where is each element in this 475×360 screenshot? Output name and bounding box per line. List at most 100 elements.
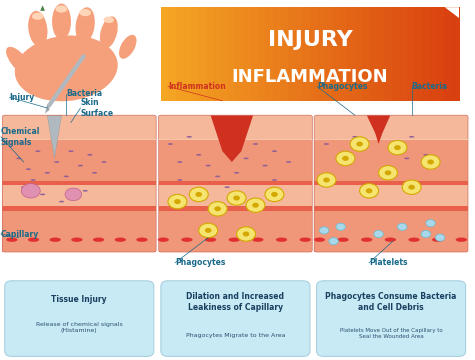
- Circle shape: [366, 188, 372, 193]
- Circle shape: [388, 140, 407, 155]
- Bar: [355, 7, 363, 101]
- Text: Phagocytes Consume Bacteria
and Cell Debris: Phagocytes Consume Bacteria and Cell Deb…: [325, 292, 457, 312]
- Ellipse shape: [456, 238, 467, 242]
- Ellipse shape: [52, 4, 71, 40]
- Circle shape: [360, 184, 379, 198]
- Polygon shape: [367, 115, 390, 144]
- Circle shape: [356, 141, 363, 147]
- Ellipse shape: [215, 176, 220, 177]
- Bar: [407, 7, 415, 101]
- Ellipse shape: [234, 172, 239, 174]
- Bar: [2, 211, 156, 252]
- FancyBboxPatch shape: [314, 115, 468, 140]
- FancyBboxPatch shape: [5, 281, 154, 356]
- Ellipse shape: [181, 238, 192, 242]
- Bar: [161, 7, 169, 101]
- Bar: [314, 211, 468, 252]
- Bar: [422, 7, 430, 101]
- Circle shape: [421, 155, 440, 169]
- Text: Phagocytes: Phagocytes: [175, 258, 226, 267]
- Ellipse shape: [87, 154, 93, 156]
- Ellipse shape: [114, 238, 126, 242]
- Ellipse shape: [196, 154, 201, 156]
- Ellipse shape: [76, 7, 95, 43]
- Ellipse shape: [26, 168, 31, 170]
- Ellipse shape: [92, 172, 97, 174]
- Ellipse shape: [272, 179, 277, 181]
- Circle shape: [426, 220, 435, 227]
- Ellipse shape: [102, 161, 107, 163]
- Ellipse shape: [78, 165, 83, 166]
- Circle shape: [379, 166, 398, 180]
- Ellipse shape: [177, 179, 182, 181]
- Text: Skin
Surface: Skin Surface: [80, 98, 114, 118]
- Bar: [190, 7, 199, 101]
- Ellipse shape: [49, 238, 61, 242]
- Circle shape: [243, 231, 249, 237]
- Bar: [317, 7, 326, 101]
- Circle shape: [205, 228, 211, 233]
- Ellipse shape: [409, 136, 414, 138]
- Text: Chemical
Signals: Chemical Signals: [1, 127, 40, 147]
- Circle shape: [374, 230, 383, 238]
- Bar: [377, 7, 385, 101]
- Polygon shape: [40, 5, 45, 11]
- Circle shape: [323, 177, 330, 183]
- Ellipse shape: [423, 154, 428, 156]
- Ellipse shape: [168, 143, 173, 145]
- Circle shape: [394, 145, 401, 150]
- Bar: [452, 7, 460, 101]
- Ellipse shape: [83, 190, 88, 192]
- Circle shape: [199, 223, 218, 238]
- Bar: [213, 7, 221, 101]
- Ellipse shape: [272, 150, 277, 152]
- Bar: [265, 7, 274, 101]
- Text: Bacteria: Bacteria: [412, 82, 448, 91]
- Ellipse shape: [15, 36, 118, 101]
- Bar: [228, 7, 237, 101]
- Ellipse shape: [337, 238, 349, 242]
- Circle shape: [319, 227, 329, 234]
- Ellipse shape: [243, 158, 249, 159]
- Bar: [340, 7, 348, 101]
- Bar: [176, 7, 184, 101]
- Text: Tissue Injury: Tissue Injury: [51, 295, 107, 304]
- Bar: [198, 7, 207, 101]
- Ellipse shape: [390, 147, 395, 148]
- Bar: [273, 7, 281, 101]
- Ellipse shape: [252, 238, 264, 242]
- Circle shape: [342, 156, 349, 161]
- Ellipse shape: [65, 188, 82, 201]
- Bar: [325, 7, 333, 101]
- Ellipse shape: [32, 13, 44, 20]
- FancyBboxPatch shape: [2, 115, 156, 140]
- Bar: [399, 7, 408, 101]
- Polygon shape: [45, 104, 50, 113]
- Circle shape: [227, 191, 246, 205]
- FancyBboxPatch shape: [316, 281, 466, 356]
- Circle shape: [435, 234, 445, 241]
- Polygon shape: [48, 115, 62, 158]
- Text: Dilation and Increased
Leakiness of Capillary: Dilation and Increased Leakiness of Capi…: [186, 292, 285, 312]
- Polygon shape: [210, 115, 253, 162]
- Circle shape: [246, 198, 265, 212]
- Ellipse shape: [385, 238, 396, 242]
- Bar: [392, 7, 400, 101]
- Ellipse shape: [361, 238, 372, 242]
- Ellipse shape: [276, 238, 287, 242]
- Ellipse shape: [30, 179, 36, 181]
- Bar: [168, 7, 177, 101]
- Circle shape: [189, 187, 208, 202]
- Bar: [2, 140, 156, 181]
- Text: Phagocytes: Phagocytes: [317, 82, 367, 91]
- Ellipse shape: [225, 186, 230, 188]
- Circle shape: [237, 227, 256, 241]
- Bar: [280, 7, 288, 101]
- Circle shape: [208, 202, 227, 216]
- Circle shape: [336, 151, 355, 166]
- Bar: [429, 7, 437, 101]
- Bar: [159, 181, 312, 211]
- Bar: [159, 140, 312, 181]
- Circle shape: [252, 203, 259, 208]
- Text: Injury: Injury: [10, 93, 35, 102]
